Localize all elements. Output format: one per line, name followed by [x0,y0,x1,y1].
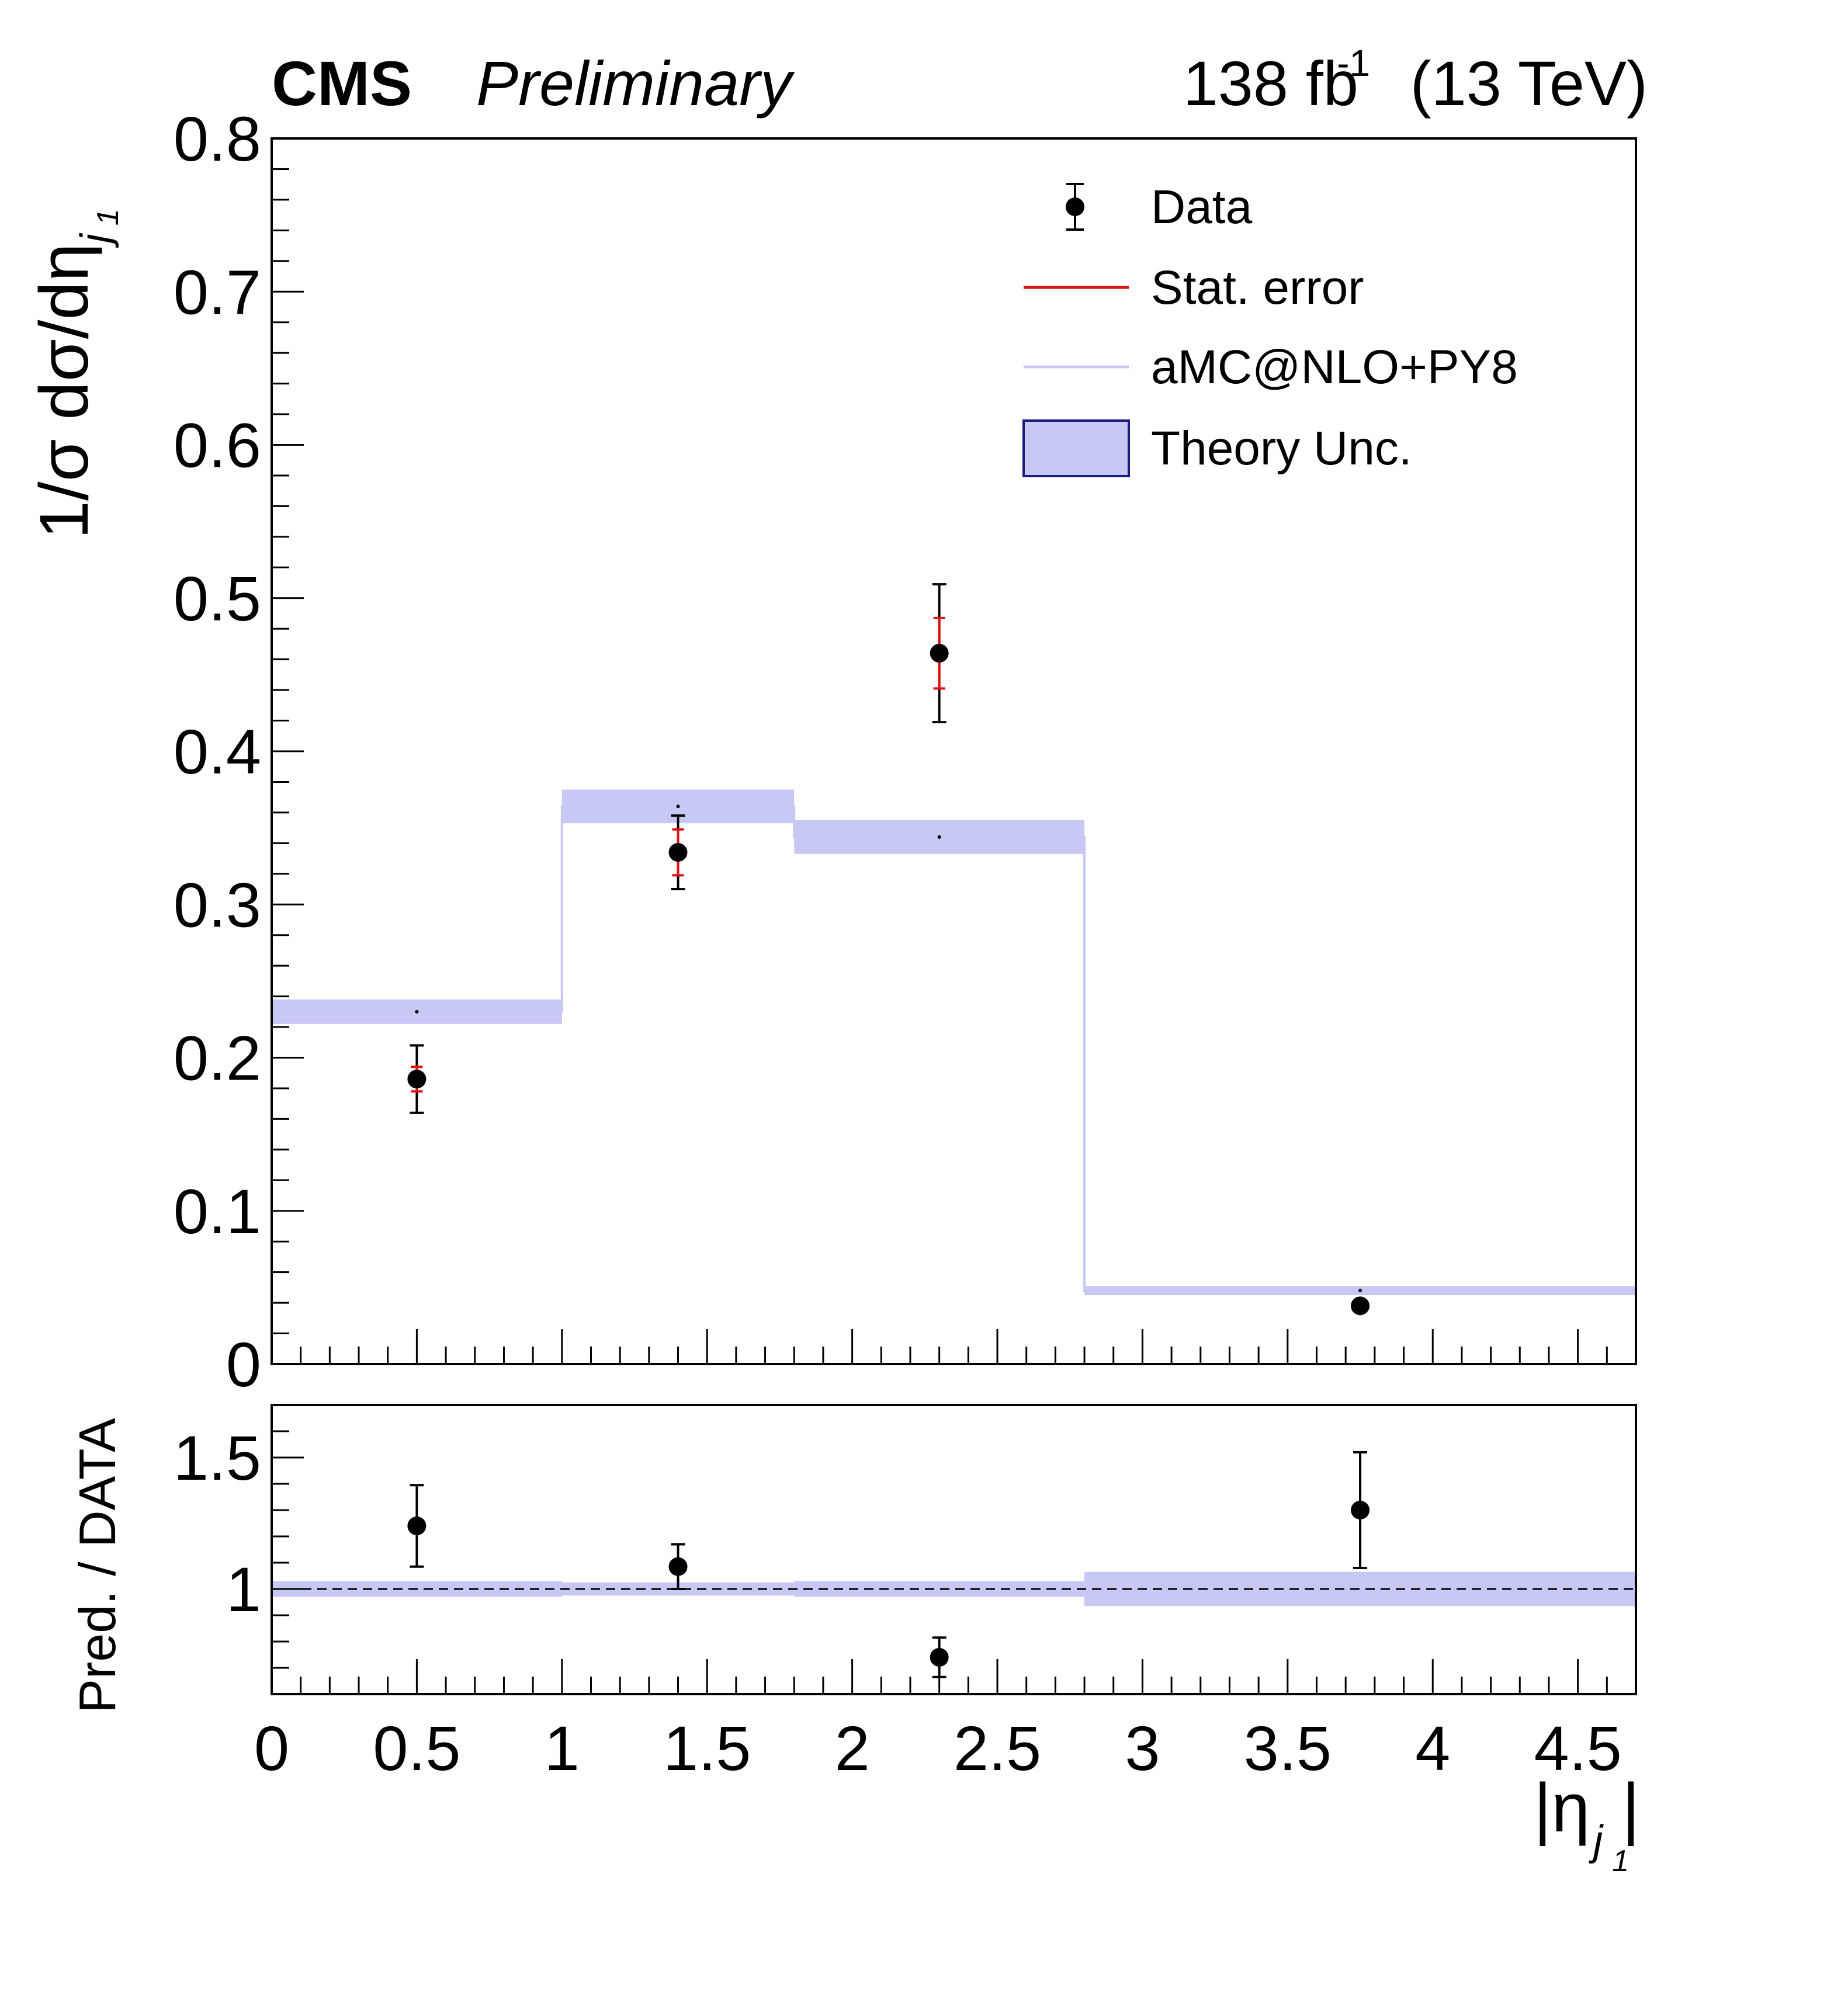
legend-theory-swatch [1022,419,1130,477]
ratio-point-3 [930,1648,949,1667]
lumi-exponent: -1 [1337,42,1370,84]
experiment-label: CMS [272,48,412,119]
y-tick-label-2: 0.2 [174,1023,261,1094]
svg-text:1/σ dσ/dηj1: 1/σ dσ/dηj1 [26,209,125,539]
y-tick-label-8: 0.8 [174,103,261,174]
ratio-panel: 0 0.5 1 1.5 2 2.5 3 3.5 4 4.5 1 1.5 [174,1422,1637,1783]
y-tick-label-6: 0.6 [174,410,261,481]
y-tick-label-1: 0.1 [174,1176,261,1247]
y-tick-label-7: 0.7 [174,256,261,327]
legend: Data Stat. error aMC@NLO+PY8 Theory Unc. [1022,181,1518,477]
prediction-marker-4 [1358,1289,1362,1293]
x-axis-title-subsub: 1 [1612,1844,1629,1878]
x-tick-label-7: 3.5 [1244,1713,1332,1783]
x-tick-label-1: 0.5 [373,1713,460,1783]
legend-stat-label: Stat. error [1151,261,1364,314]
svg-text:|ηj1: |ηj 1 [1534,1769,1629,1878]
data-point-3 [930,644,949,663]
legend-data-label: Data [1151,181,1253,234]
ratio-point-4 [1351,1501,1370,1519]
x-axis-title-close-bar: | [1622,1769,1640,1847]
data-point-2 [668,843,688,862]
status-label: Preliminary [476,48,795,119]
y-axis-title-subsub: 1 [91,209,125,225]
y-tick-label-3: 0.3 [174,869,261,940]
energy-label: (13 TeV) [1410,48,1648,119]
x-axis-title-text: |η [1534,1769,1590,1847]
x-tick-label-6: 3 [1125,1713,1160,1783]
x-axis-title: |ηj 1 | [1534,1769,1640,1878]
y-tick-label-0: 0 [226,1329,261,1400]
x-tick-label-3: 1.5 [663,1713,751,1783]
y-tick-label-5: 0.5 [174,563,261,634]
x-tick-label-9: 4.5 [1534,1713,1622,1783]
prediction-marker-1 [415,1009,419,1014]
x-tick-label-2: 1 [545,1713,580,1783]
x-tick-label-8: 4 [1415,1713,1450,1783]
data-point-1 [407,1070,427,1089]
x-tick-label-5: 2.5 [954,1713,1041,1783]
legend-theory-label: Theory Unc. [1151,422,1412,475]
ratio-point-2 [668,1557,688,1576]
x-axis-title-sub: j [1588,1817,1604,1864]
lumi-value: 138 fb [1183,48,1358,119]
prediction-marker-3 [937,835,941,839]
ratio-point-1 [407,1517,427,1535]
data-point-4 [1351,1296,1370,1316]
ratio-y-tick-label-0: 1 [226,1554,261,1625]
legend-data-marker [1066,183,1084,231]
y-tick-label-4: 0.4 [174,716,261,787]
main-panel-frame [271,137,1637,1365]
legend-mc-label: aMC@NLO+PY8 [1151,341,1518,394]
x-tick-label-4: 2 [835,1713,870,1783]
ratio-panel-frame [271,1404,1637,1695]
prediction-marker-2 [676,804,680,809]
mc-histogram-line [272,805,1636,1292]
y-axis-title-ratio: Pred. / DATA [68,1418,126,1713]
y-axis-title-main: 1/σ dσ/dηj1 [26,209,125,539]
x-tick-label-0: 0 [254,1713,289,1783]
y-axis-title-text: 1/σ dσ/dη [26,243,103,539]
ratio-y-tick-label-1: 1.5 [174,1422,261,1493]
main-panel: 0 0.1 0.2 0.3 0.4 0.5 0.6 0.7 0.8 [174,103,1637,1400]
